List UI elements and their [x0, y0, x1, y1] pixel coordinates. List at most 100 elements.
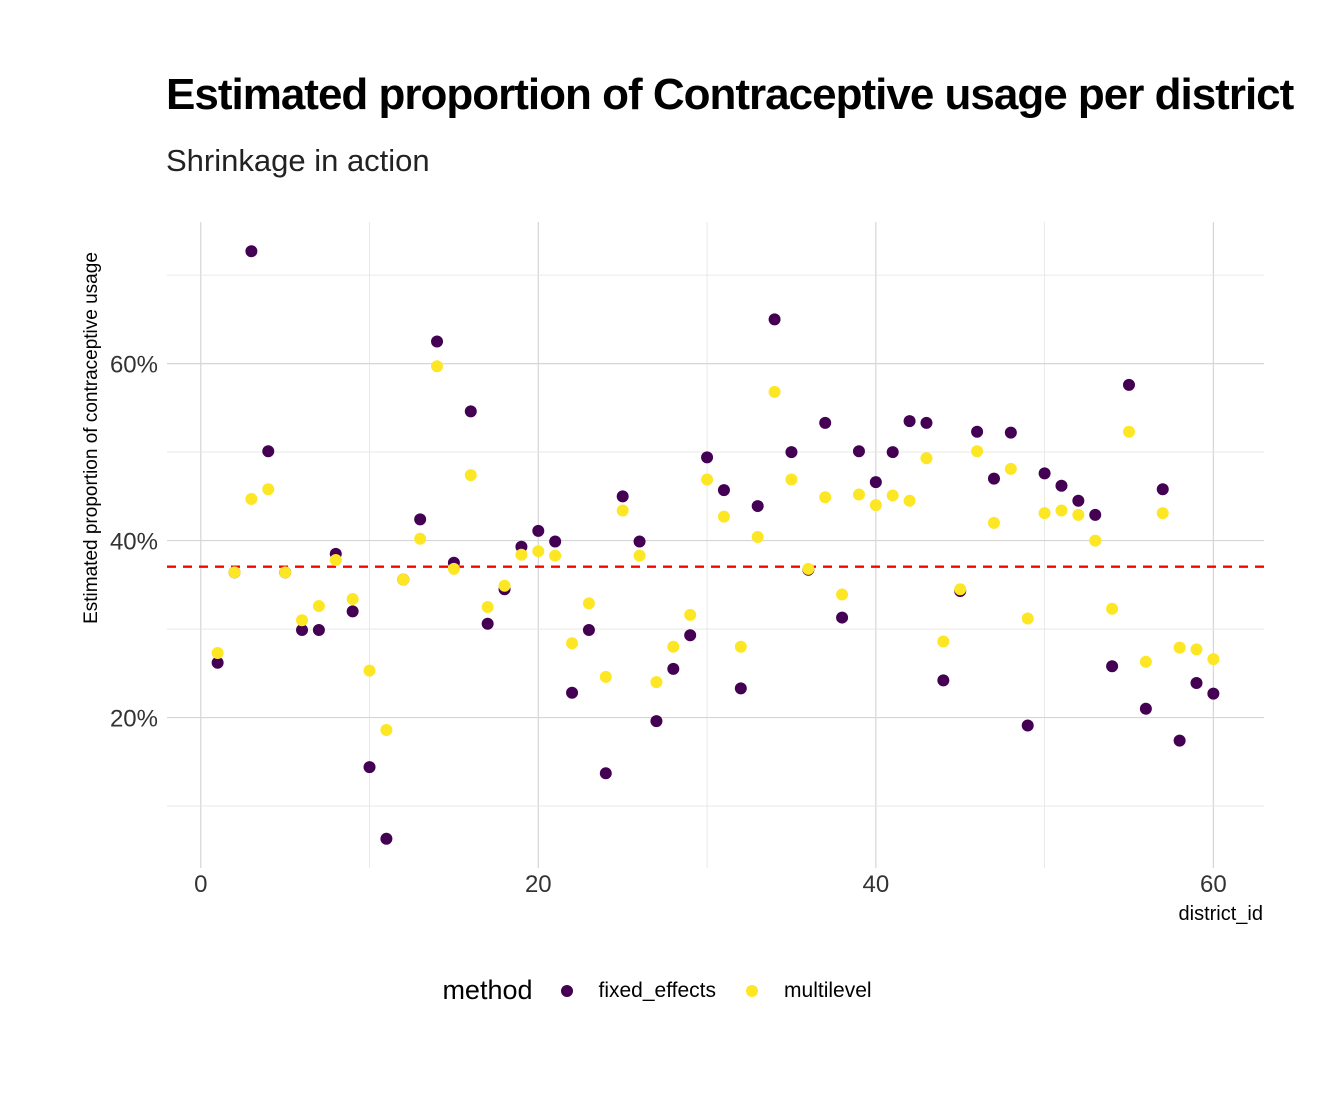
data-point: [582, 623, 595, 636]
data-point: [869, 499, 882, 512]
data-point: [717, 484, 730, 497]
data-point: [211, 646, 224, 659]
data-point: [566, 686, 579, 699]
data-point: [650, 676, 663, 689]
data-point: [684, 608, 697, 621]
data-point: [211, 656, 224, 669]
data-point: [1055, 479, 1068, 492]
data-point: [1004, 462, 1017, 475]
data-point: [886, 489, 899, 502]
data-point: [481, 600, 494, 613]
data-point: [1038, 507, 1051, 520]
data-point: [751, 531, 764, 544]
data-point: [262, 445, 275, 458]
y-tick-label: 40%: [110, 529, 158, 556]
y-tick-label: 20%: [110, 706, 158, 733]
data-point: [532, 524, 545, 537]
data-point: [549, 535, 562, 548]
data-point: [262, 483, 275, 496]
data-point: [785, 473, 798, 486]
data-point: [836, 588, 849, 601]
data-point: [1122, 378, 1135, 391]
data-point: [566, 637, 579, 650]
data-point: [971, 425, 984, 438]
data-point: [701, 451, 714, 464]
data-point: [869, 476, 882, 489]
data-point: [819, 491, 832, 504]
legend-dot-multilevel: [746, 984, 759, 997]
x-tick-label: 60: [1200, 871, 1227, 898]
data-point: [734, 682, 747, 695]
data-point: [768, 313, 781, 326]
data-point: [684, 629, 697, 642]
data-point: [1173, 641, 1186, 654]
data-point: [785, 446, 798, 459]
data-point: [228, 566, 241, 579]
data-point: [734, 640, 747, 653]
data-point: [1190, 677, 1203, 690]
legend-item-fixed-effects: fixed_effects: [560, 979, 716, 1003]
data-point: [836, 611, 849, 624]
data-point: [346, 592, 359, 605]
tick-labels: 0 20 40 60 20% 40% 60%: [110, 352, 1227, 898]
data-point: [481, 617, 494, 630]
data-point: [667, 662, 680, 675]
data-point: [1139, 655, 1152, 668]
data-point: [1089, 508, 1102, 521]
data-point: [599, 670, 612, 683]
data-point: [937, 674, 950, 687]
data-point: [987, 472, 1000, 485]
legend-label-multilevel: multilevel: [784, 978, 872, 1002]
data-point: [431, 335, 444, 348]
data-point: [363, 664, 376, 677]
data-point: [1089, 534, 1102, 547]
data-point: [633, 549, 646, 562]
data-point: [667, 640, 680, 653]
data-point: [1004, 426, 1017, 439]
data-point: [1156, 483, 1169, 496]
data-point: [1021, 719, 1034, 732]
data-point: [1106, 602, 1119, 615]
data-point: [1072, 494, 1085, 507]
data-point: [296, 614, 309, 627]
data-point: [1072, 508, 1085, 521]
data-point: [633, 535, 646, 548]
data-point: [920, 416, 933, 429]
data-point: [1055, 504, 1068, 517]
data-point: [852, 488, 865, 501]
data-point: [1021, 612, 1034, 625]
x-tick-label: 0: [194, 871, 207, 898]
x-tick-label: 40: [862, 871, 889, 898]
data-point: [717, 510, 730, 523]
data-point: [616, 504, 629, 517]
data-point: [819, 416, 832, 429]
chart-subtitle: Shrinkage in action: [166, 143, 430, 178]
data-point: [802, 562, 815, 575]
legend-item-multilevel: multilevel: [746, 979, 872, 1003]
data-point: [768, 385, 781, 398]
data-point: [532, 545, 545, 558]
data-point: [279, 566, 292, 579]
data-point: [650, 715, 663, 728]
data-point: [886, 446, 899, 459]
data-point: [245, 245, 258, 258]
data-point: [363, 761, 376, 774]
data-point: [245, 492, 258, 505]
data-point: [616, 490, 629, 503]
data-point: [971, 445, 984, 458]
data-point: [431, 360, 444, 373]
series-multilevel: [211, 360, 1220, 736]
data-point: [312, 623, 325, 636]
data-point: [464, 469, 477, 482]
data-point: [1190, 643, 1203, 656]
data-point: [1207, 653, 1220, 666]
data-point: [1139, 702, 1152, 715]
data-point: [380, 832, 393, 845]
x-axis-label: district_id: [1179, 903, 1263, 925]
data-point: [397, 573, 410, 586]
data-point: [582, 597, 595, 610]
y-axis-label: Estimated proportion of contraceptive us…: [81, 252, 102, 624]
data-point: [903, 494, 916, 507]
data-point: [954, 583, 967, 596]
